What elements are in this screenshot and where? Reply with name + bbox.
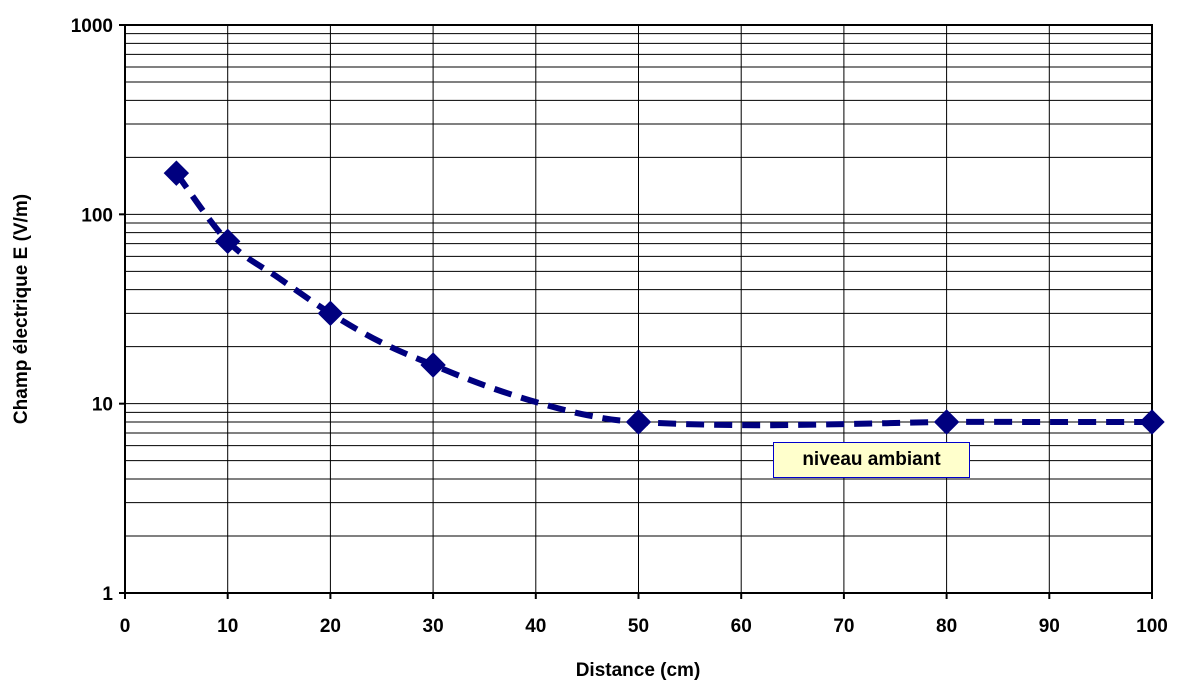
x-tick-label-2: 20	[320, 616, 341, 637]
trendline	[173, 171, 1152, 429]
data-point-0	[163, 160, 190, 186]
x-tick-label-5: 50	[628, 616, 649, 637]
y-tick-label-2: 100	[81, 205, 113, 226]
data-point-4	[625, 409, 652, 435]
x-tick-label-3: 30	[423, 616, 444, 637]
data-points	[163, 160, 1165, 435]
x-axis-label: Distance (cm)	[576, 660, 701, 681]
y-tick-label-0: 1	[102, 584, 113, 605]
x-tick-labels: 0 10 20 30 40 50 60 70 80 90 100	[120, 593, 1168, 637]
data-point-3	[420, 352, 446, 378]
data-point-6	[1139, 409, 1165, 435]
x-tick-label-9: 90	[1039, 616, 1060, 637]
x-tick-label-0: 0	[120, 616, 131, 637]
y-tick-label-3: 1000	[71, 16, 113, 37]
data-point-1	[214, 228, 241, 255]
y-axis-label: Champ électrique E (V/m)	[11, 194, 32, 424]
ambient-level-label: niveau ambiant	[773, 442, 970, 478]
x-tick-label-8: 80	[936, 616, 957, 637]
x-tick-label-6: 60	[731, 616, 752, 637]
y-tick-labels: 1 10 100 1000	[71, 16, 125, 605]
data-point-5	[933, 409, 960, 435]
x-tick-label-4: 40	[525, 616, 546, 637]
x-tick-label-7: 70	[833, 616, 854, 637]
x-tick-label-10: 100	[1136, 616, 1168, 637]
grid	[124, 25, 1153, 594]
y-tick-label-1: 10	[92, 395, 113, 416]
x-tick-label-1: 10	[217, 616, 238, 637]
data-point-2	[317, 300, 344, 327]
